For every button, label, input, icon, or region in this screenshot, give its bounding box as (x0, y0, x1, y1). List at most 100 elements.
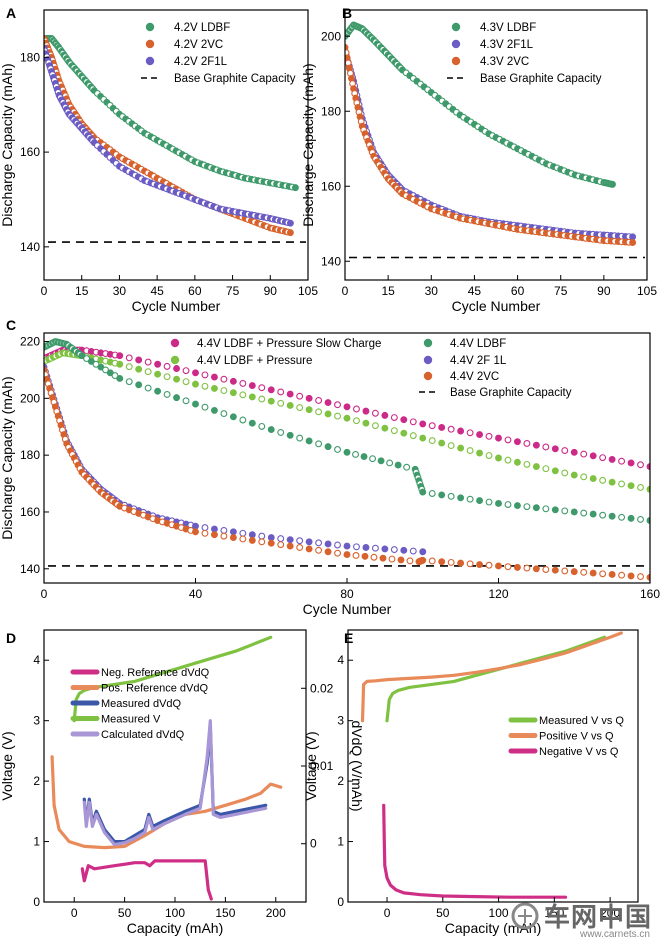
panel-label: E (344, 630, 353, 646)
data-point (466, 447, 474, 454)
data-point (406, 557, 414, 565)
data-point (485, 432, 493, 440)
y-tick-label: 160 (321, 179, 341, 193)
data-point (305, 437, 313, 445)
legend-label: 4.2V 2VC (174, 39, 223, 51)
panel-d: D 0 50 100 150 200 0 1 2 3 4 0 0.01 0.02 Capacity (mAh… (0, 629, 365, 936)
x-tick-label: 75 (226, 284, 240, 298)
data-point (599, 476, 607, 484)
data-point (192, 400, 199, 408)
data-point (476, 561, 484, 568)
y-tick-label: 140 (20, 240, 40, 254)
data-point (229, 389, 237, 397)
data-point (360, 453, 368, 461)
data-point (589, 510, 597, 518)
legend: 4.3V LDBF 4.3V 2F1L 4.3V 2VC Base Graphite … (447, 22, 602, 85)
legend-label: Calculated dVdQ (101, 729, 185, 741)
data-point (370, 553, 378, 561)
x-tick-label: 15 (75, 284, 89, 298)
data-point (125, 378, 133, 386)
data-point (390, 414, 398, 421)
data-point (627, 514, 635, 522)
series-group (44, 338, 650, 581)
data-point (353, 417, 360, 425)
legend-label: Base Graphite Capacity (174, 73, 296, 85)
y-tick-label: 2 (33, 774, 40, 788)
data-point (182, 397, 190, 405)
data-point (495, 434, 502, 442)
data-point (419, 488, 427, 496)
data-point (305, 538, 313, 546)
data-point (267, 539, 275, 547)
data-point (400, 416, 408, 424)
data-point (504, 563, 512, 571)
data-point (229, 377, 237, 385)
x-tick-label: 50 (436, 906, 450, 920)
data-point (324, 548, 332, 556)
data-point (570, 568, 578, 576)
data-point (637, 484, 644, 491)
data-point (135, 381, 143, 389)
data-point (542, 566, 550, 573)
data-point (116, 360, 124, 368)
y-tick-label: 180 (321, 104, 341, 118)
data-point (258, 532, 266, 540)
data-point (447, 492, 455, 500)
data-point (210, 384, 218, 392)
data-point (551, 467, 559, 475)
x-tick-label: 30 (113, 284, 127, 298)
y-axis-label: Voltage (V) (303, 731, 319, 800)
y-tick-label: 4 (337, 653, 344, 667)
x-tick-label: 0 (41, 284, 48, 298)
data-point (561, 567, 569, 575)
data-point (201, 524, 209, 532)
data-point (542, 505, 550, 513)
data-point (362, 419, 370, 427)
data-point (277, 388, 285, 396)
data-point (513, 438, 521, 446)
data-point (561, 507, 569, 515)
data-point (386, 459, 394, 467)
data-point (135, 365, 143, 373)
data-point (286, 390, 294, 398)
data-point (239, 379, 247, 387)
data-point (388, 555, 396, 563)
series-line (72, 635, 273, 723)
data-point (400, 429, 408, 437)
data-point (173, 365, 181, 372)
data-point (369, 455, 377, 463)
y-tick-label: 200 (20, 391, 40, 405)
data-point (305, 394, 313, 402)
data-point (201, 529, 209, 537)
legend-label: Measured V vs Q (539, 715, 624, 727)
data-point (201, 371, 209, 379)
data-point (532, 463, 540, 470)
data-point (438, 558, 446, 566)
data-point (173, 394, 181, 402)
legend-label: Measured V (101, 714, 161, 726)
data-point (523, 564, 531, 572)
y-tick-label: 140 (20, 562, 40, 576)
x-tick-label: 80 (340, 587, 354, 601)
data-point (495, 454, 502, 462)
panel-label: D (6, 630, 16, 646)
x-tick-label: 100 (165, 906, 185, 920)
data-point (210, 406, 218, 414)
data-point (324, 540, 332, 548)
data-point (580, 473, 588, 481)
data-point (466, 429, 474, 437)
data-point (394, 461, 402, 469)
data-point (390, 427, 398, 435)
series-group (44, 34, 299, 237)
legend-marker (451, 22, 461, 32)
y-tick-label: 4 (33, 653, 40, 667)
data-point (192, 528, 199, 536)
data-point (609, 180, 616, 188)
legend-label: Base Graphite Capacity (450, 387, 572, 399)
data-point (258, 422, 266, 430)
data-point (570, 508, 578, 516)
data-point (403, 463, 411, 471)
series-group (345, 21, 637, 246)
data-point (618, 571, 626, 579)
x-tick-label: 150 (215, 906, 235, 920)
